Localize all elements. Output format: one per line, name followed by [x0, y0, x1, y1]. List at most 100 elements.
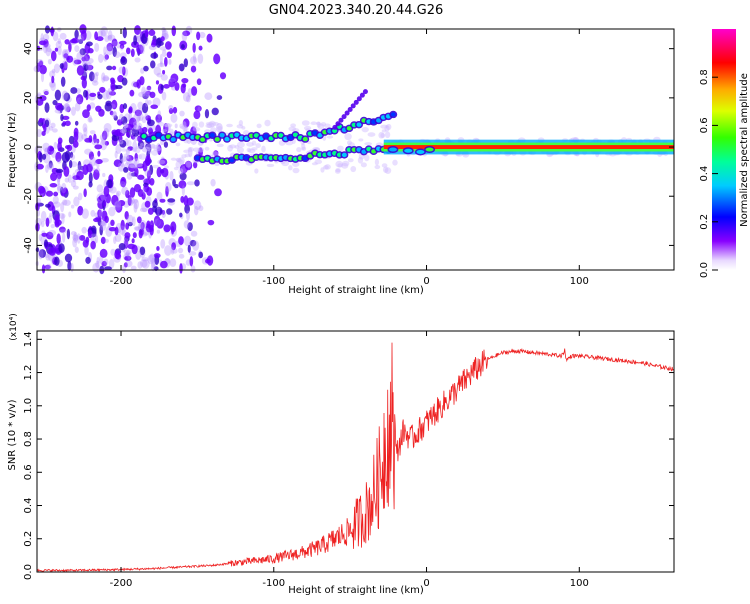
spectrogram-noise-blob: [141, 259, 150, 269]
spectrogram-noise-blob: [141, 86, 146, 97]
spectrogram-noise-blob: [137, 261, 143, 269]
spectrogram-noise-blob: [133, 160, 138, 170]
spectrogram-noise-blob: [48, 247, 57, 256]
spectrogram-noise-blob: [119, 181, 126, 188]
spectrogram-halo-blob: [384, 125, 390, 132]
spectrogram-noise-blob: [36, 197, 41, 205]
spectrogram-noise-blob: [110, 81, 116, 92]
spectrogram-noise-blob: [43, 90, 49, 96]
spectrogram-noise-blob: [73, 196, 80, 207]
spectrogram-noise-blob: [128, 163, 136, 173]
spectrogram-halo-blob: [126, 139, 132, 147]
spectrogram-noise-blob: [103, 199, 107, 208]
spectrogram-noise-blob: [113, 159, 122, 168]
spectrogram-noise-blob: [134, 152, 138, 162]
spectrogram-noise-blob: [57, 45, 62, 56]
spectrogram-noise-blob: [164, 245, 172, 256]
spectrogram-noise-blob: [88, 135, 93, 143]
spectrogram-noise-blob: [53, 201, 61, 208]
spectrogram-noise-blob: [45, 45, 52, 57]
spectrogram-noise-blob: [126, 214, 134, 225]
spectrogram-noise-blob: [138, 91, 146, 98]
spectrogram-halo-blob: [131, 147, 138, 153]
spectrogram-noise-blob: [51, 75, 55, 84]
spectrogram-noise-blob: [165, 41, 172, 50]
spectrogram-halo-blob: [121, 148, 127, 152]
spectrogram-noise-blob: [61, 90, 69, 101]
spectrogram-noise-blob: [210, 178, 216, 187]
spectrogram-noise-blob: [88, 115, 92, 123]
spectrogram-noise-blob: [93, 169, 100, 180]
spectrogram-noise-blob: [148, 29, 156, 36]
spectrogram-noise-blob: [168, 108, 174, 115]
spectrogram-noise-blob: [183, 195, 189, 206]
spectrogram-noise-blob: [48, 164, 53, 169]
spectrogram-noise-blob: [60, 76, 66, 87]
spectrogram-noise-blob: [56, 182, 62, 194]
spectrogram-noise-blob: [99, 224, 104, 236]
spectrogram-noise-blob: [106, 42, 114, 52]
spectrogram-noise-blob: [156, 246, 160, 251]
spectrogram-noise-blob: [54, 89, 62, 101]
spectrogram-noise-blob: [104, 54, 109, 60]
spectrogram-noise-blob: [94, 212, 98, 219]
spectrogram-noise-blob: [63, 53, 69, 59]
snr-y-tick-label: 0.8: [23, 431, 34, 447]
spectrogram-track-blob: [425, 147, 434, 152]
snr-y-tick-label: 1.4: [23, 331, 34, 347]
spectrogram-halo-blob: [123, 153, 129, 159]
spectrogram-noise-blob: [157, 144, 162, 156]
spectrogram-noise-blob: [134, 109, 143, 117]
spectrogram-halo-blob: [238, 120, 244, 126]
spectrogram-noise-blob: [143, 65, 149, 72]
spectrogram-noise-blob: [52, 31, 59, 42]
spectrogram-noise-blob: [78, 39, 84, 44]
spectrogram-halo-blob: [205, 123, 213, 128]
spectrogram-noise-blob: [114, 200, 122, 208]
snr-y-axis-label: SNR (10 * v/v): [7, 399, 18, 470]
spectrogram-noise-blob: [107, 34, 113, 42]
spectrogram-noise-blob: [92, 72, 99, 83]
spectrogram-noise-blob: [180, 196, 185, 203]
spectrogram-noise-blob: [45, 217, 50, 227]
spectrogram-noise-blob: [180, 165, 187, 174]
spectrogram-noise-blob: [174, 123, 178, 129]
spectrogram-noise-blob: [64, 253, 73, 263]
spectrogram-noise-blob: [107, 30, 113, 39]
spectrogram-noise-blob: [160, 74, 168, 81]
spectrogram-halo-blob: [380, 124, 388, 129]
spectrogram-noise-blob: [54, 214, 60, 224]
spectrogram-noise-blob: [104, 35, 110, 43]
spectrogram-noise-blob: [160, 238, 166, 249]
spectrogram-noise-blob: [93, 133, 97, 144]
spectrogram-noise-blob: [61, 213, 65, 225]
spectrogram-noise-blob: [48, 160, 53, 169]
spectrogram-noise-blob: [113, 201, 122, 211]
spectrogram-noise-blob: [145, 143, 151, 150]
spectrogram-noise-blob: [187, 88, 193, 98]
spectrogram-noise-blob: [99, 86, 106, 93]
spectrogram-rising-branch-blob: [347, 106, 353, 112]
spectrogram-halo-blob: [146, 143, 153, 150]
spectrogram-noise-blob: [117, 162, 125, 172]
spectrogram-noise-blob: [47, 58, 52, 65]
spectrogram-halo-blob: [301, 146, 307, 151]
spectrogram-noise-blob: [118, 243, 126, 251]
spectrogram-halo-blob: [192, 147, 200, 152]
spectrogram-noise-blob: [127, 221, 133, 227]
spectrogram-noise-blob: [53, 63, 61, 74]
spectrogram-noise-blob: [100, 236, 106, 245]
spectrogram-noise-blob: [56, 233, 61, 245]
spectrogram-noise-blob: [118, 199, 126, 207]
spectrogram-noise-blob: [81, 54, 89, 64]
spectrogram-noise-blob: [189, 239, 197, 247]
spectrogram-noise-blob: [73, 234, 79, 243]
spectrogram-noise-blob: [55, 40, 62, 49]
spectrogram-noise-blob: [179, 263, 183, 274]
spectrogram-noise-blob: [103, 52, 108, 62]
spectrogram-noise-blob: [111, 99, 118, 110]
spectrogram-halo-blob: [121, 156, 127, 162]
spectrogram-noise-blob: [91, 80, 99, 86]
spectrogram-noise-blob: [92, 262, 100, 273]
